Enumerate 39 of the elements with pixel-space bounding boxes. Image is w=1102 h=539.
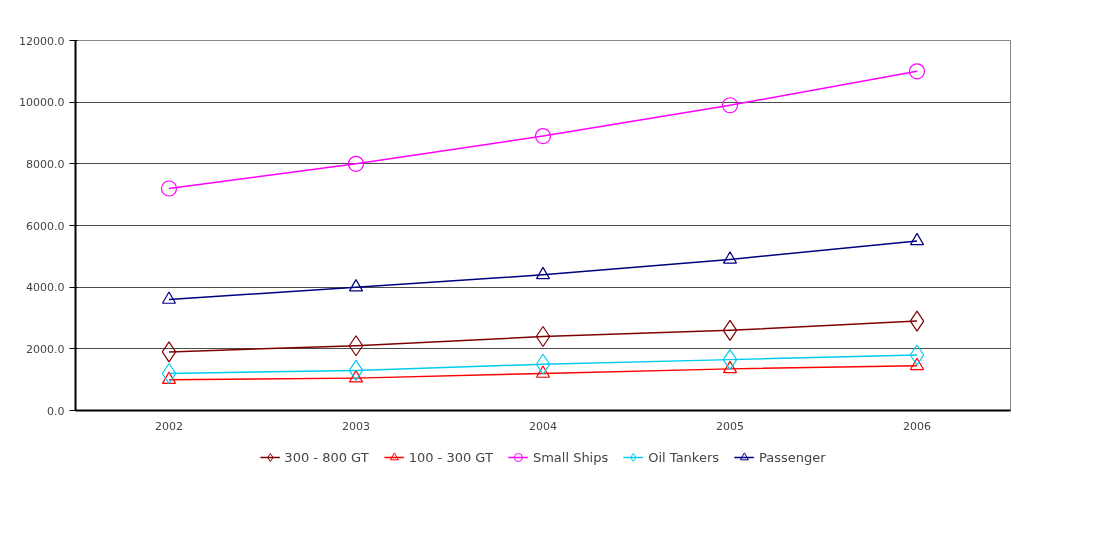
y-tick-label: 12000.0: [19, 34, 65, 48]
x-tick-label: 2006: [903, 419, 931, 433]
x-tick-label: 2002: [155, 419, 183, 433]
point: [721, 97, 739, 114]
point: [161, 291, 177, 304]
x-tick-label: 2003: [342, 419, 370, 433]
y-tick-label: 10000.0: [19, 96, 65, 110]
y-tick-label: 8000.0: [26, 157, 65, 171]
legend-label: Passenger: [759, 449, 826, 465]
point: [161, 371, 177, 385]
y-tick-label: 2000.0: [26, 342, 65, 356]
y-tick-label: 6000.0: [26, 219, 65, 233]
point: [161, 341, 177, 363]
point: [348, 279, 364, 292]
point: [722, 319, 738, 341]
legend-label: 300 - 800 GT: [284, 449, 369, 465]
point: [348, 370, 364, 383]
point: [534, 128, 552, 145]
point: [348, 335, 364, 357]
y-tick-label: 4000.0: [26, 281, 65, 295]
point: [347, 155, 365, 172]
point: [535, 353, 551, 375]
point: [535, 266, 551, 280]
point: [909, 232, 925, 246]
x-tick-label: 2005: [716, 419, 744, 433]
y-tick-label: 0.0: [47, 404, 65, 418]
point: [722, 251, 738, 264]
point: [909, 344, 925, 366]
legend-label: 100 - 300 GT: [408, 449, 493, 465]
point: [909, 310, 925, 332]
point: [160, 180, 178, 197]
point: [535, 365, 551, 378]
point: [909, 357, 925, 371]
legend-label: Oil Tankers: [648, 449, 720, 465]
x-tick-label: 2004: [529, 419, 557, 433]
point: [908, 63, 926, 80]
point: [722, 349, 738, 371]
legend-label: Small Ships: [532, 449, 609, 465]
point: [722, 360, 738, 374]
